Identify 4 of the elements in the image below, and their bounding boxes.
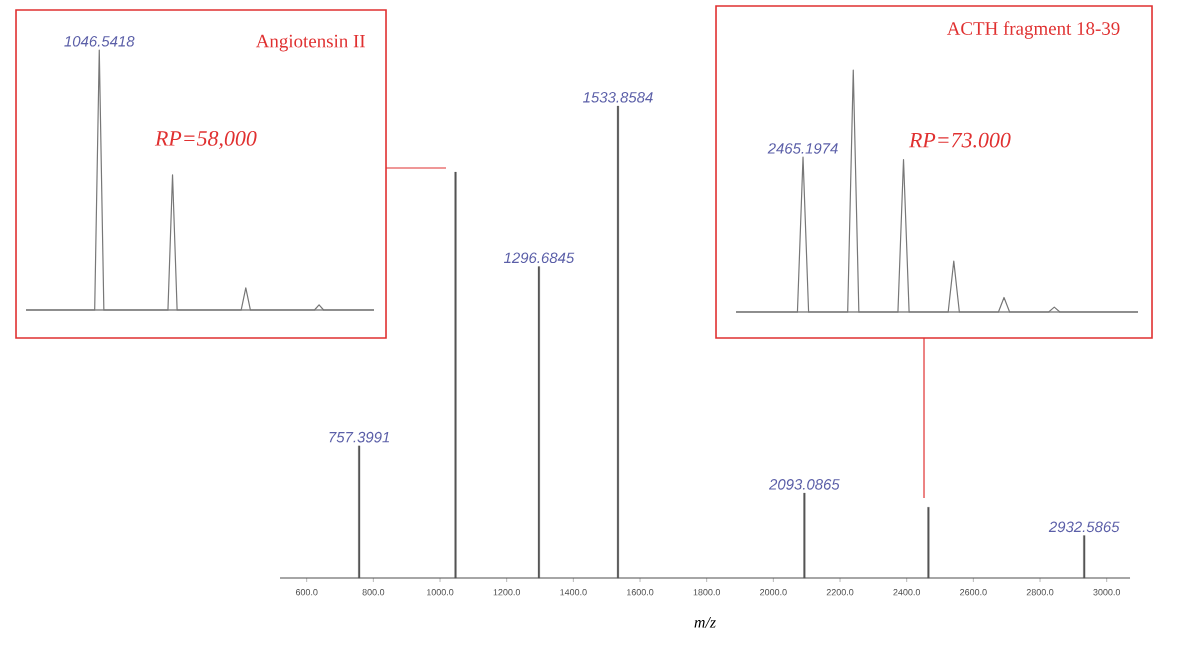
chart-title: ACTH fragment 18-39 [946, 21, 1120, 39]
annotation: RP=58,000 [154, 130, 257, 149]
chart-title: Angiotensin II [255, 34, 365, 52]
annotation: RP=73.000 [908, 132, 1011, 148]
